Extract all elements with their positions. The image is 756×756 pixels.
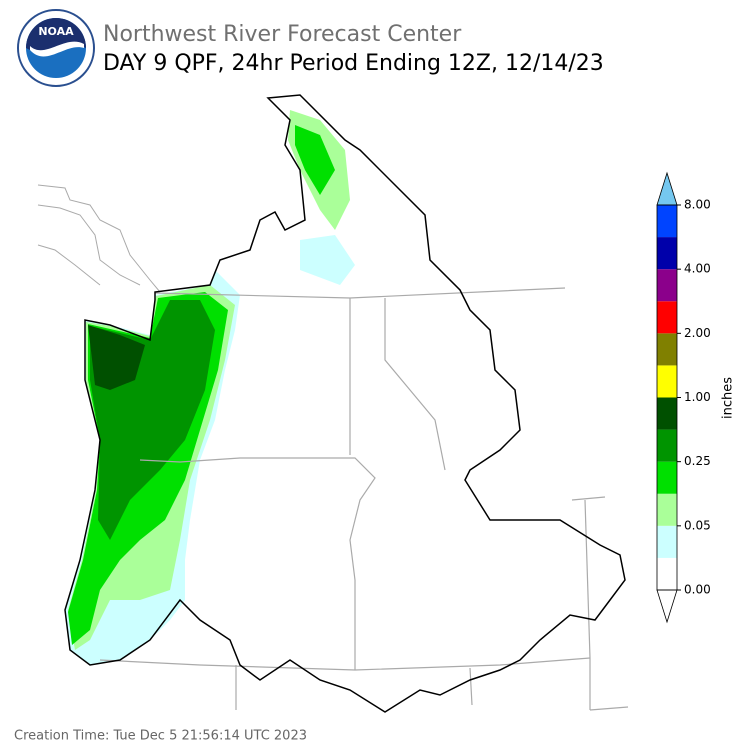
colorbar-tick-label: 8.00: [684, 198, 711, 212]
map-title: DAY 9 QPF, 24hr Period Ending 12Z, 12/14…: [103, 51, 604, 76]
colorbar-segment: [657, 397, 677, 430]
colorbar-segment: [657, 205, 677, 238]
colorbar-segment: [657, 429, 677, 462]
logo-text: NOAA: [38, 25, 74, 38]
colorbar-label: inches: [721, 377, 736, 419]
colorbar-segment: [657, 461, 677, 494]
noaa-logo: NOAA: [17, 9, 95, 87]
precip-areas: [65, 110, 355, 665]
state-lines: [99, 287, 629, 711]
colorbar-tick-label: 2.00: [684, 326, 711, 340]
colorbar-tick-label: 4.00: [684, 262, 711, 276]
colorbar-segment: [657, 557, 677, 590]
basin-outline: [64, 94, 626, 713]
colorbar-over: [656, 171, 678, 206]
coastline: [37, 184, 161, 293]
colorbar-segment: [657, 237, 677, 270]
org-title: Northwest River Forecast Center: [103, 22, 462, 47]
colorbar-segment: [657, 301, 677, 334]
colorbar-segment: [657, 333, 677, 366]
colorbar-tick-label: 1.00: [684, 390, 711, 404]
colorbar-segment: [657, 365, 677, 398]
colorbar-tick-label: 0.00: [684, 583, 711, 597]
colorbar: 0.00 0.05 0.25 1.00 2.00 4.00 8.00: [656, 171, 711, 624]
colorbar-under: [656, 589, 678, 624]
creation-time: Creation Time: Tue Dec 5 21:56:14 UTC 20…: [14, 729, 307, 744]
colorbar-segment: [657, 525, 677, 558]
colorbar-segment: [657, 493, 677, 526]
colorbar-segment: [657, 269, 677, 302]
colorbar-tick-label: 0.05: [684, 518, 711, 532]
colorbar-tick-label: 0.25: [684, 454, 711, 468]
